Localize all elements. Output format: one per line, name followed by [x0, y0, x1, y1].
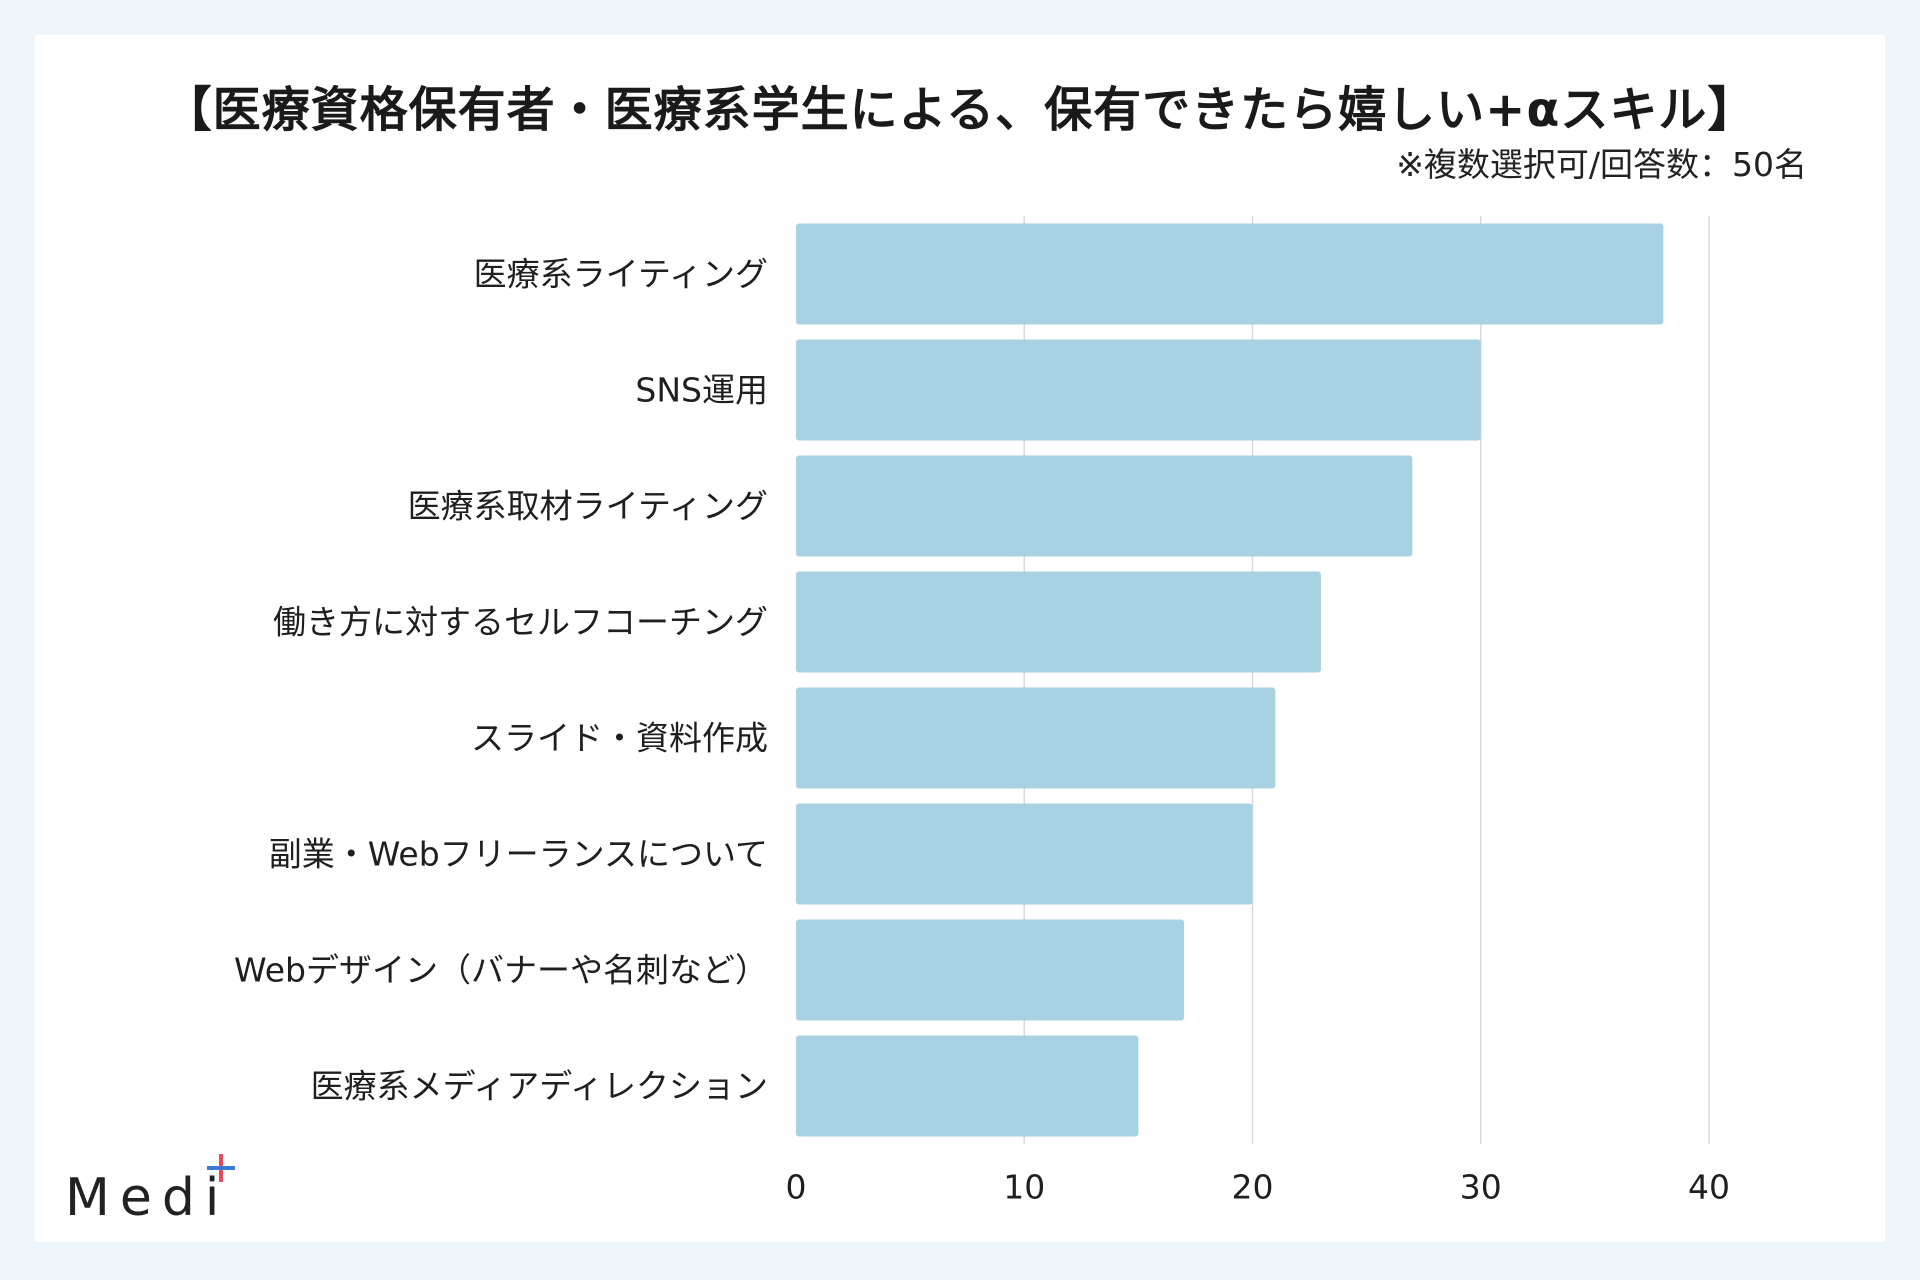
plus-icon: [207, 1154, 235, 1182]
category-label-3: 医療系取材ライティング: [408, 487, 768, 526]
bar-1: [796, 223, 1664, 325]
bar-7: [796, 919, 1185, 1021]
category-label-1: 医療系ライティング: [474, 255, 768, 294]
x-tick-label-40: 40: [1688, 1168, 1730, 1207]
category-label-2: SNS運用: [635, 371, 768, 410]
x-tick-label-0: 0: [786, 1168, 807, 1207]
category-label-6: 副業・Webフリーランスについて: [269, 835, 768, 874]
category-label-4: 働き方に対するセルフコーチング: [273, 603, 768, 642]
bar-4: [796, 571, 1321, 673]
logo-text: Medi: [65, 1168, 230, 1228]
bar-8: [796, 1035, 1139, 1137]
category-label-8: 医療系メディアディレクション: [311, 1067, 768, 1106]
x-tick-label-30: 30: [1460, 1168, 1502, 1207]
bar-3: [796, 455, 1413, 557]
category-label-7: Webデザイン（バナーや名刺など）: [234, 951, 768, 990]
x-tick-label-10: 10: [1003, 1168, 1045, 1207]
response-note: ※複数選択可/回答数：50名: [1396, 145, 1807, 184]
chart-title: 【医療資格保有者・医療系学生による、保有できたら嬉しい+αスキル】: [163, 82, 1757, 138]
x-tick-label-20: 20: [1232, 1168, 1274, 1207]
bar-5: [796, 687, 1276, 789]
bar-2: [796, 339, 1481, 441]
bar-6: [796, 803, 1253, 905]
category-label-5: スライド・資料作成: [471, 719, 768, 758]
